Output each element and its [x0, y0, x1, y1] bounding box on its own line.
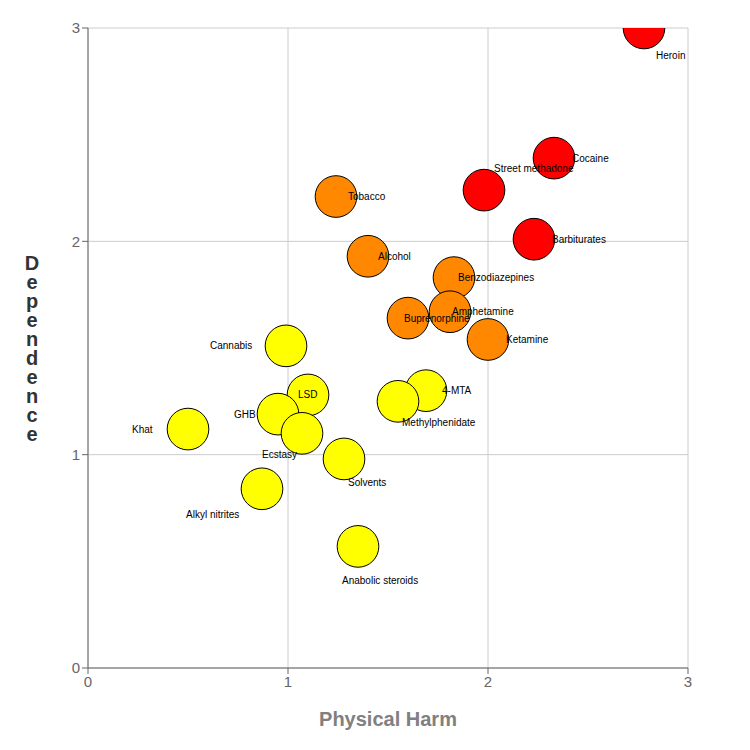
svg-text:GHB: GHB — [234, 409, 256, 420]
svg-text:Ketamine: Ketamine — [506, 334, 549, 345]
svg-text:Physical Harm: Physical Harm — [319, 708, 457, 730]
svg-text:1: 1 — [72, 446, 80, 463]
svg-text:4-MTA: 4-MTA — [442, 385, 472, 396]
svg-text:Methylphenidate: Methylphenidate — [402, 417, 476, 428]
svg-text:Khat: Khat — [132, 424, 153, 435]
svg-text:Cannabis: Cannabis — [210, 340, 252, 351]
svg-text:0: 0 — [84, 673, 92, 690]
svg-text:3: 3 — [72, 19, 80, 36]
svg-text:1: 1 — [284, 673, 292, 690]
svg-text:Solvents: Solvents — [348, 477, 386, 488]
svg-text:Tobacco: Tobacco — [348, 191, 386, 202]
svg-text:Benzodiazepines: Benzodiazepines — [458, 272, 534, 283]
svg-text:0: 0 — [72, 659, 80, 676]
svg-text:Ecstasy: Ecstasy — [262, 449, 297, 460]
svg-text:Dependence: Dependence — [25, 252, 39, 445]
svg-text:Alcohol: Alcohol — [378, 251, 411, 262]
svg-text:Barbiturates: Barbiturates — [552, 234, 606, 245]
svg-text:Alkyl nitrites: Alkyl nitrites — [186, 509, 239, 520]
svg-text:Buprenorphine: Buprenorphine — [404, 313, 470, 324]
svg-text:Cocaine: Cocaine — [572, 153, 609, 164]
svg-text:Anabolic steroids: Anabolic steroids — [342, 575, 418, 586]
svg-text:Heroin: Heroin — [656, 50, 685, 61]
svg-text:2: 2 — [484, 673, 492, 690]
svg-text:3: 3 — [684, 673, 692, 690]
svg-text:Amphetamine: Amphetamine — [452, 306, 514, 318]
svg-text:Street methadone: Street methadone — [494, 163, 574, 174]
svg-text:LSD: LSD — [298, 389, 317, 400]
svg-text:2: 2 — [72, 233, 80, 250]
